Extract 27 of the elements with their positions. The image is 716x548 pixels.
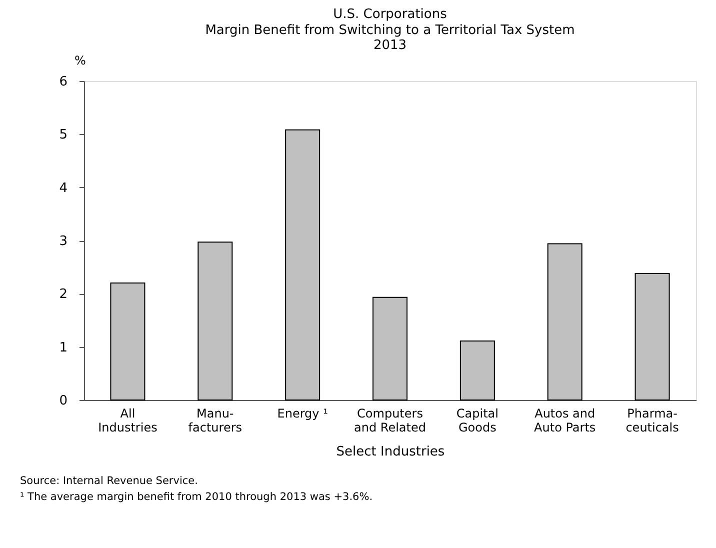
y-tick-label: 5 (59, 128, 68, 143)
source-note: Source: Internal Revenue Service. (20, 475, 198, 487)
bar (547, 243, 582, 400)
bar (460, 340, 495, 400)
bar (285, 129, 320, 400)
text: ¹ The average margin benefit from 2010 through 2013 was +3.6%. (20, 491, 373, 503)
chart-subtitle: Margin Benefit from Switching to a Territorial Tax System 2013 (205, 23, 575, 53)
chart-title: U.S. Corporations (333, 7, 448, 22)
y-tick-label: 0 (59, 394, 68, 408)
x-tick-label: All Industries (98, 406, 158, 434)
bar (198, 242, 233, 400)
y-tick-label: 4 (59, 180, 68, 196)
y-axis-title: % (74, 54, 86, 68)
bar (372, 296, 408, 400)
bar (634, 272, 670, 400)
y-tick-label: 1 (59, 340, 68, 356)
x-tick-label: Capital Goods (456, 406, 498, 434)
x-tick-label: Autos and Auto Parts (534, 406, 596, 434)
y-tick-label: 3 (59, 234, 68, 249)
x-tick-label: Manu- facturers (188, 406, 242, 434)
bar (110, 282, 146, 400)
x-tick-label: Pharma- ceuticals (626, 406, 679, 434)
y-tick-label: 6 (59, 74, 68, 90)
x-tick-label: Energy ¹ (277, 406, 328, 420)
x-axis-title: Select Industries (336, 444, 445, 460)
x-tick-label: Computers and Related (354, 406, 426, 434)
y-tick-label: 2 (59, 287, 68, 302)
